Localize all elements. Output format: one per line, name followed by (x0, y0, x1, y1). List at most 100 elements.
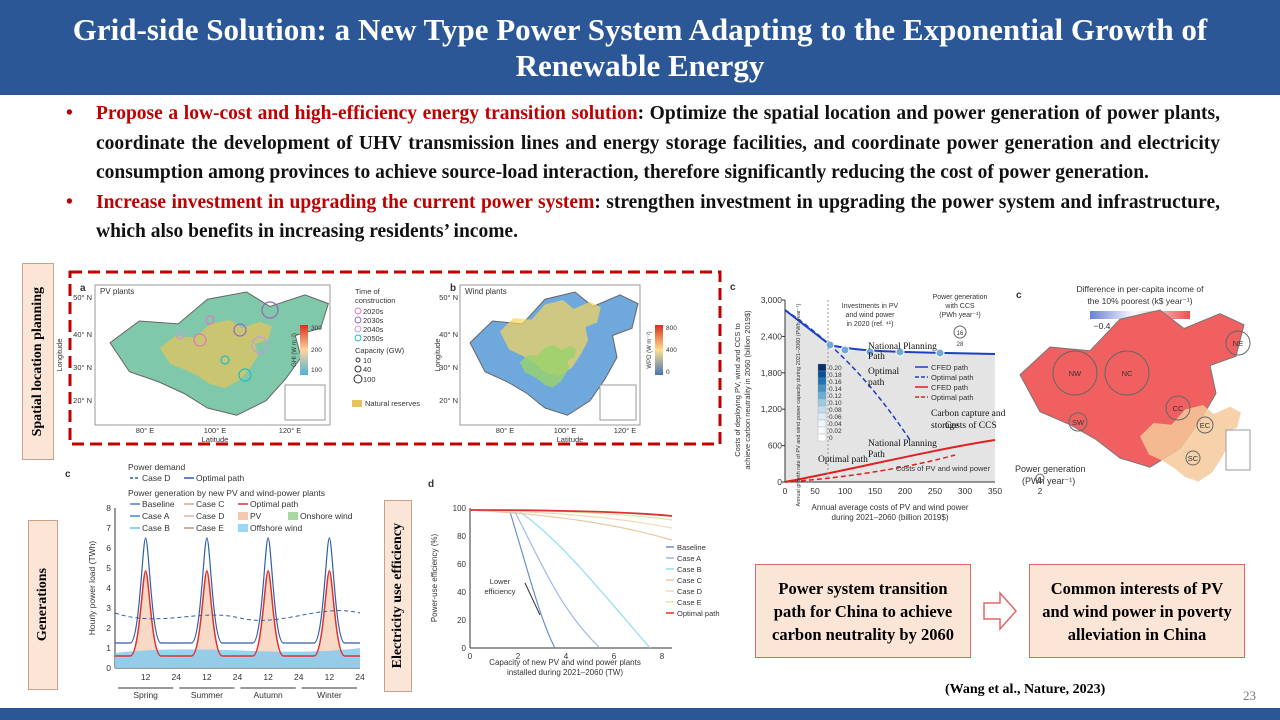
figure-text: 40° N (73, 330, 92, 339)
plant-marker (238, 368, 252, 382)
figure-text: Optimal path (196, 473, 244, 483)
figure-text: Onshore wind (300, 511, 353, 521)
region-circle (1052, 350, 1098, 396)
plant-marker (233, 323, 247, 337)
text-box: Power system transition path for China t… (755, 564, 971, 658)
inset (599, 384, 637, 421)
highlight: Propose a low-cost and high-efficiency e… (96, 103, 638, 124)
colorbar-cell (817, 370, 827, 379)
figure-text: 120° E (279, 426, 302, 435)
bullet-text: : strengthen investment in upgrading the… (96, 191, 1220, 243)
figure-text: 100 (363, 375, 376, 384)
point (895, 347, 905, 357)
figure-text: 50 (810, 486, 820, 496)
figure-text: NE (1233, 339, 1243, 348)
size-marker (1035, 473, 1045, 483)
figure-text: 12 (202, 672, 212, 682)
bullet: Propose a low-cost and high-efficiency e… (66, 99, 1220, 188)
figure-text: 4 (106, 583, 111, 593)
figure-text: 350 (988, 486, 1002, 496)
figure-text: Capacity of new PV and wind power plants (489, 658, 641, 667)
figure-text: Power generation by new PV and wind-powe… (128, 488, 325, 498)
side-label-text: Electricity use efficiency (390, 523, 405, 669)
figure-text: 200 (311, 347, 322, 354)
figure-text: achieve carbon neutrality in 2060 (billi… (743, 310, 752, 470)
overlay-text: Path (868, 450, 885, 460)
figure-text: Winter (317, 690, 342, 700)
legend-marker (354, 365, 362, 373)
figure-text: 16 (957, 331, 964, 337)
colorbar-cell (817, 363, 827, 372)
figure-text: 30° N (73, 363, 92, 372)
figure-text: efficiency (484, 587, 515, 596)
figure-text: 40° N (439, 330, 458, 339)
colorbar-cell (817, 419, 827, 428)
figure-text: installed during 2021–2060 (TW) (507, 668, 623, 677)
line (784, 454, 956, 483)
colorbar-cell (817, 426, 827, 435)
area (115, 648, 360, 668)
overlay-text: Costs of CCS (945, 420, 997, 431)
colorbar-cell (817, 377, 827, 386)
plant-marker (251, 336, 269, 354)
figure-text: Optimal path (931, 393, 974, 402)
figure-text: Latitude (557, 435, 584, 444)
header: Grid-side Solution: a New Type Power Sys… (0, 0, 1280, 95)
figure-text: Summer (191, 690, 223, 700)
title: Grid-side Solution: a New Type Power Sys… (72, 11, 1208, 83)
figure-text: Lower (490, 577, 511, 586)
figure-text: 80° E (136, 426, 154, 435)
plant-marker (261, 301, 279, 319)
figure-text: Latitude (202, 435, 229, 444)
figure-text: Natural reserves (365, 399, 420, 408)
figure-text: 2,400 (761, 331, 783, 341)
figure-text: Costs of deploying PV, wind and CCS to (733, 323, 742, 457)
figure-text: d (428, 479, 434, 490)
line (469, 509, 673, 517)
figure-text: 3,000 (761, 295, 783, 305)
figure-text: 0.10 (829, 400, 842, 407)
line (784, 309, 996, 355)
figure-text: 24 (294, 672, 304, 682)
figure-text: 100 (453, 504, 467, 513)
figure-text: c (65, 469, 71, 480)
figure-text: 4 (564, 652, 569, 661)
figure-text: Costs of PV and wind power (896, 464, 991, 473)
side-label: Generations (28, 520, 58, 690)
figure-text: EC (1200, 421, 1211, 430)
figure-text: 80° E (496, 426, 514, 435)
figure-text: 2030s (363, 316, 384, 325)
figure-text: PV (250, 511, 262, 521)
figure-text: Case A (142, 511, 170, 521)
point (840, 345, 850, 355)
figure-text: Hourly power load (TWh) (87, 541, 97, 636)
legend-marker (354, 334, 362, 342)
figure-text: Annual average costs of PV and wind powe… (812, 503, 969, 512)
figure-text: SW (1072, 418, 1085, 427)
figure-text: Wind plants (465, 287, 507, 296)
figure-text: Baseline (142, 499, 175, 509)
figure-text: 120° E (614, 426, 637, 435)
figure-text: 100 (838, 486, 852, 496)
side-label-text: Spatial location planning (30, 286, 45, 437)
arrow-shape (983, 591, 1018, 631)
map-shape (160, 320, 272, 388)
figure-text: Longitude (433, 339, 442, 372)
figure-text: Case D (677, 587, 703, 596)
figure-text: Case C (196, 499, 224, 509)
figure-text: 8 (660, 652, 665, 661)
overlay-text: Optimal (868, 367, 899, 377)
figure-text: Case D (142, 473, 170, 483)
figure-text: 60 (457, 560, 466, 569)
figure-text: 0.20 (829, 365, 842, 372)
figure-text: CFED path (931, 383, 968, 392)
figure-text: 0 (462, 644, 467, 653)
figure-text: 100 (311, 367, 322, 374)
dashed-frame (68, 270, 722, 446)
figure-text: 0.16 (829, 379, 842, 386)
legend-swatch (352, 400, 362, 407)
figure-text: a (80, 283, 86, 294)
figure-text: Case B (677, 565, 702, 574)
